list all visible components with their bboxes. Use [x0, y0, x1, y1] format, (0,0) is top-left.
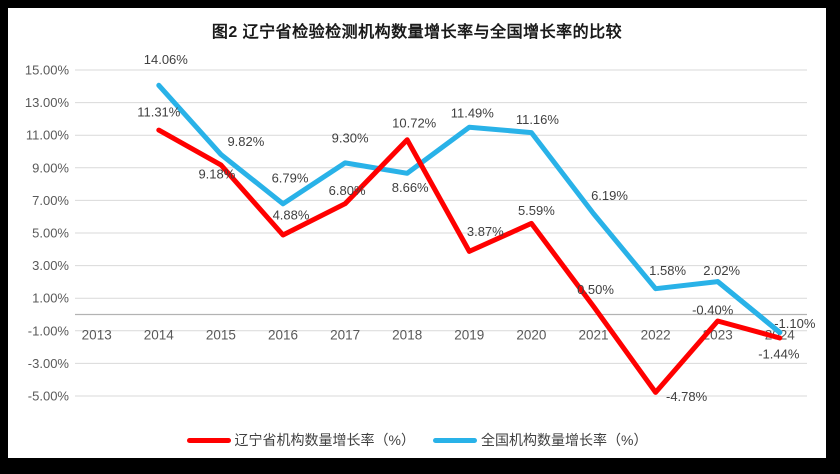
series-line-national-end-segment — [715, 279, 783, 335]
y-axis-tick-label: 9.00% — [32, 160, 69, 175]
data-label: 1.58% — [649, 263, 686, 278]
x-axis-tick-label: 2015 — [206, 328, 236, 343]
y-axis-tick-label: 5.00% — [32, 226, 69, 241]
legend-item-national: 全国机构数量增长率（%） — [433, 430, 647, 450]
y-axis-tick-label: 15.00% — [25, 63, 70, 78]
legend-item-liaoning: 辽宁省机构数量增长率（%） — [186, 430, 415, 450]
y-axis-tick-label: 1.00% — [32, 291, 69, 306]
x-axis-tick-label: 2019 — [454, 328, 484, 343]
data-label: 8.66% — [392, 180, 429, 195]
y-axis-tick-label: 7.00% — [32, 193, 69, 208]
x-axis-tick-label: 2014 — [144, 328, 175, 343]
legend: 辽宁省机构数量增长率（%） 全国机构数量增长率（%） — [8, 427, 826, 453]
data-label: 9.18% — [198, 166, 235, 181]
x-axis-tick-label: 2013 — [82, 328, 112, 343]
y-axis-tick-label: 3.00% — [32, 258, 69, 273]
data-label: 14.06% — [144, 52, 189, 67]
data-label: 4.88% — [273, 208, 310, 223]
y-axis-tick-label: -1.00% — [28, 323, 70, 338]
legend-label-liaoning: 辽宁省机构数量增长率（%） — [234, 432, 415, 448]
data-label: 5.59% — [518, 203, 555, 218]
data-label: 2.02% — [703, 263, 740, 278]
chart-area: 图2 辽宁省检验检测机构数量增长率与全国增长率的比较 15.00% 13.00% 1… — [8, 8, 826, 458]
data-label: 6.79% — [272, 170, 309, 185]
data-label: 0.50% — [577, 282, 614, 297]
data-label: 9.30% — [332, 130, 369, 145]
x-axis-tick-label: 2024 — [765, 328, 796, 343]
y-axis-tick-label: 11.00% — [26, 128, 70, 143]
chart-title: 图2 辽宁省检验检测机构数量增长率与全国增长率的比较 — [211, 24, 623, 41]
data-label: 11.49% — [451, 106, 495, 121]
data-label: 6.80% — [329, 183, 366, 198]
x-axis-tick-label: 2016 — [268, 328, 298, 343]
data-label: -4.78% — [666, 389, 708, 404]
data-label: -1.10% — [774, 316, 816, 331]
x-axis-tick-label: 2018 — [392, 328, 422, 343]
x-axis-tick-label: 2021 — [578, 328, 608, 343]
y-axis-tick-label: -3.00% — [28, 356, 70, 371]
plot-svg: 15.00% 13.00% 11.00% 9.00% 7.00% 5.00% 3.00% 1.… — [25, 52, 816, 404]
y-axis-tick-label: -5.00% — [28, 389, 70, 404]
data-label: 9.82% — [227, 134, 264, 149]
legend-swatch-liaoning-line-icon — [186, 437, 231, 443]
x-axis-tick-label: 2020 — [516, 328, 546, 343]
series-line-national — [156, 82, 783, 335]
y-axis-tick-label: 13.00% — [25, 95, 70, 110]
legend-swatch-national-line-icon — [433, 437, 477, 443]
x-axis-tick-label: 2022 — [641, 328, 671, 343]
data-label: 11.16% — [516, 112, 560, 127]
data-label: -0.40% — [692, 303, 734, 318]
data-label: 6.19% — [591, 188, 628, 203]
data-label: 11.31% — [137, 105, 181, 120]
series-line-liaoning — [156, 127, 783, 395]
data-label: -1.44% — [758, 347, 800, 362]
x-axis-tick-label: 2017 — [330, 328, 360, 343]
legend-label-national: 全国机构数量增长率（%） — [481, 432, 648, 448]
data-label: 3.87% — [467, 224, 504, 239]
data-label: 10.72% — [392, 115, 437, 130]
